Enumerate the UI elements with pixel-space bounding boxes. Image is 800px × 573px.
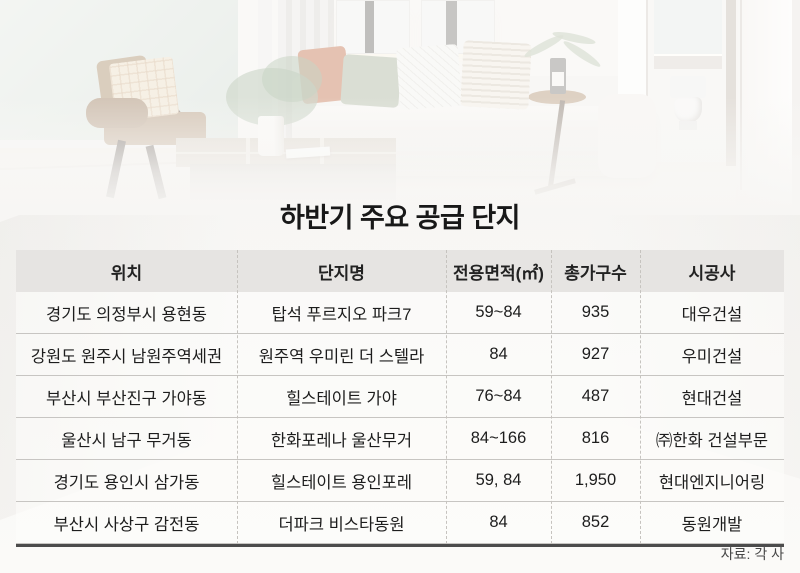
cell-area: 59, 84	[475, 471, 522, 489]
cell-complex-name: 더파크 비스타동원	[278, 515, 405, 534]
source-note: 자료: 각 사	[720, 546, 784, 562]
cell-area: 84	[489, 513, 508, 531]
cell-location: 경기도 의정부시 용현동	[46, 305, 207, 324]
column-divider	[237, 250, 238, 544]
cell-builder: 동원개발	[681, 515, 743, 534]
cell-complex-name: 원주역 우미린 더 스텔라	[258, 347, 425, 366]
header-cell-location: 위치	[110, 263, 143, 283]
header-cell-builder: 시공사	[688, 263, 736, 283]
cell-location: 부산시 부산진구 가야동	[46, 389, 207, 408]
table-row: 부산시 부산진구 가야동 힐스테이트 가야 76~84 487 현대건설	[16, 376, 784, 418]
column-divider	[640, 250, 641, 544]
living-room-photo	[0, 0, 800, 215]
cell-builder: 현대엔지니어링	[658, 473, 766, 492]
cell-builder: 우미건설	[681, 347, 743, 366]
table-row: 경기도 의정부시 용현동 탑석 푸르지오 파크7 59~84 935 대우건설	[16, 292, 784, 334]
cell-complex-name: 한화포레나 울산무거	[270, 431, 413, 450]
cell-builder: ㈜한화 건설부문	[655, 431, 769, 450]
cell-complex-name: 힐스테이트 가야	[286, 389, 397, 408]
cell-area: 84	[489, 345, 508, 363]
table-header-row: 위치 단지명 전용면적(㎡) 총가구수 시공사	[16, 250, 784, 292]
cell-households: 1,950	[574, 471, 617, 489]
cell-area: 76~84	[475, 387, 522, 405]
cell-households: 927	[581, 345, 610, 363]
column-divider	[551, 250, 552, 544]
supply-complex-table: 위치 단지명 전용면적(㎡) 총가구수 시공사 경기도 의정부시 용현동 탑석 …	[16, 250, 784, 547]
cell-households: 816	[581, 429, 610, 447]
cell-households: 852	[581, 513, 610, 531]
bottom-fade	[0, 0, 800, 215]
header-cell-households: 총가구수	[564, 263, 627, 283]
header-cell-area: 전용면적(㎡)	[453, 263, 544, 283]
cell-location: 울산시 남구 무거동	[61, 431, 192, 450]
column-divider	[446, 250, 447, 544]
page-title: 하반기 주요 공급 단지	[279, 203, 521, 233]
cell-location: 경기도 용인시 삼가동	[53, 473, 200, 492]
cell-complex-name: 힐스테이트 용인포레	[270, 473, 413, 492]
table-row: 부산시 사상구 감전동 더파크 비스타동원 84 852 동원개발	[16, 502, 784, 544]
cell-builder: 현대건설	[681, 389, 743, 408]
table-row: 울산시 남구 무거동 한화포레나 울산무거 84~166 816 ㈜한화 건설부…	[16, 418, 784, 460]
cell-complex-name: 탑석 푸르지오 파크7	[271, 305, 412, 324]
cell-location: 부산시 사상구 감전동	[53, 515, 200, 534]
cell-location: 강원도 원주시 남원주역세권	[30, 347, 223, 366]
cell-builder: 대우건설	[681, 305, 743, 324]
cell-households: 487	[581, 387, 610, 405]
header-cell-complex-name: 단지명	[318, 263, 365, 283]
cell-area: 59~84	[475, 303, 522, 321]
table-row: 강원도 원주시 남원주역세권 원주역 우미린 더 스텔라 84 927 우미건설	[16, 334, 784, 376]
cell-households: 935	[581, 303, 610, 321]
cell-area: 84~166	[470, 429, 527, 447]
table-row: 경기도 용인시 삼가동 힐스테이트 용인포레 59, 84 1,950 현대엔지…	[16, 460, 784, 502]
